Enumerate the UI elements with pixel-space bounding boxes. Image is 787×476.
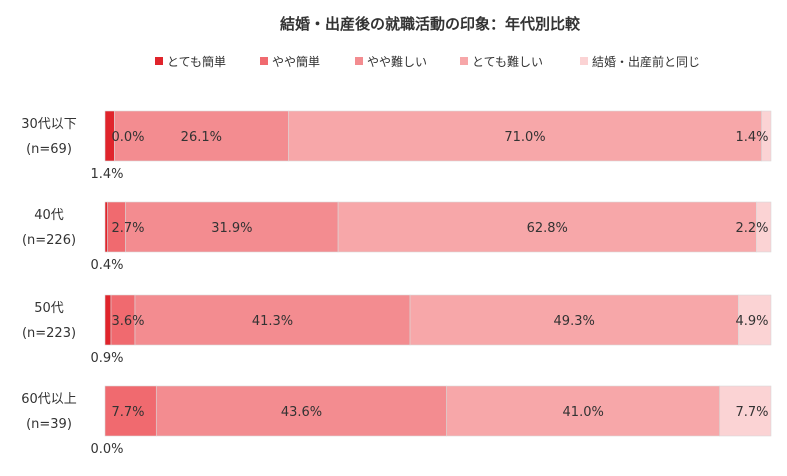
legend-item-3: とても難しい (460, 54, 543, 69)
category-label: 60代以上 (21, 392, 77, 407)
legend-label: とても難しい (472, 54, 543, 69)
legend-label: 結婚・出産前と同じ (592, 54, 700, 69)
bar-segment-60代以上-4 (719, 385, 772, 437)
data-label-30代以下-1: 0.0% (111, 130, 144, 145)
data-label-60代以上-2: 43.6% (281, 405, 322, 420)
legend-swatch (355, 57, 363, 65)
category-n-label: (n=226) (22, 233, 76, 248)
data-label-50代-1: 3.6% (111, 314, 144, 329)
bar-segment-40代-2 (125, 201, 339, 253)
category-label: 40代 (34, 208, 64, 223)
data-label-50代-3: 49.3% (554, 314, 595, 329)
legend-swatch (460, 57, 468, 65)
legend-swatch (260, 57, 268, 65)
data-labels: 1.4% 0.0% 26.1% 71.0% 1.4% 0.4% 2.7% 31.9% 62.8%… (90, 130, 768, 457)
data-label-40代-4: 2.2% (735, 221, 768, 236)
data-label-50代-0: 0.9% (90, 351, 123, 366)
bar-segment-30代以下-4 (761, 110, 772, 162)
data-label-30代以下-3: 71.0% (504, 130, 545, 145)
legend-item-4: 結婚・出産前と同じ (580, 54, 700, 69)
category-n-label: (n=39) (26, 417, 72, 432)
legend-item-1: やや簡単 (260, 54, 320, 69)
category-label: 50代 (34, 301, 64, 316)
legend-item-2: やや難しい (355, 54, 427, 69)
bar-segment-50代-0 (104, 294, 112, 346)
bar-segment-50代-4 (738, 294, 772, 346)
legend-swatch (155, 57, 163, 65)
data-label-50代-2: 41.3% (252, 314, 293, 329)
data-label-40代-3: 62.8% (527, 221, 568, 236)
data-label-40代-1: 2.7% (111, 221, 144, 236)
category-axis: 30代以下 (n=69) 40代 (n=226) 50代 (n=223) 60代以上 (n=3… (21, 117, 77, 432)
data-label-30代以下-0: 1.4% (90, 167, 123, 182)
legend-label: やや難しい (367, 54, 427, 69)
legend-label: やや簡単 (272, 54, 320, 69)
legend-label: とても簡単 (167, 54, 226, 69)
data-label-60代以上-1: 7.7% (111, 405, 144, 420)
bars (104, 110, 772, 437)
category-n-label: (n=223) (22, 326, 76, 341)
chart-title: 結婚・出産後の就職活動の印象：年代別比較 (280, 15, 581, 33)
data-label-60代以上-3: 41.0% (563, 405, 604, 420)
data-label-40代-0: 0.4% (90, 258, 123, 273)
bar-segment-30代以下-3 (288, 110, 762, 162)
data-label-40代-2: 31.9% (211, 221, 252, 236)
legend-swatch (580, 57, 588, 65)
bar-segment-60代以上-3 (446, 385, 721, 437)
data-label-30代以下-2: 26.1% (181, 130, 222, 145)
legend-item-0: とても簡単 (155, 54, 226, 69)
data-label-30代以下-4: 1.4% (735, 130, 768, 145)
category-label: 30代以下 (21, 117, 77, 132)
bar-segment-60代以上-1 (104, 385, 157, 437)
bar-segment-50代-2 (134, 294, 411, 346)
data-label-60代以上-4: 7.7% (735, 405, 768, 420)
legend: とても簡単 やや簡単 やや難しい とても難しい 結婚・出産前と同じ (155, 54, 700, 69)
data-label-50代-4: 4.9% (735, 314, 768, 329)
bar-segment-50代-3 (409, 294, 739, 346)
bar-segment-40代-4 (756, 201, 772, 253)
category-n-label: (n=69) (26, 142, 72, 157)
bar-segment-40代-0 (104, 201, 108, 253)
data-label-60代以上-0: 0.0% (90, 442, 123, 457)
